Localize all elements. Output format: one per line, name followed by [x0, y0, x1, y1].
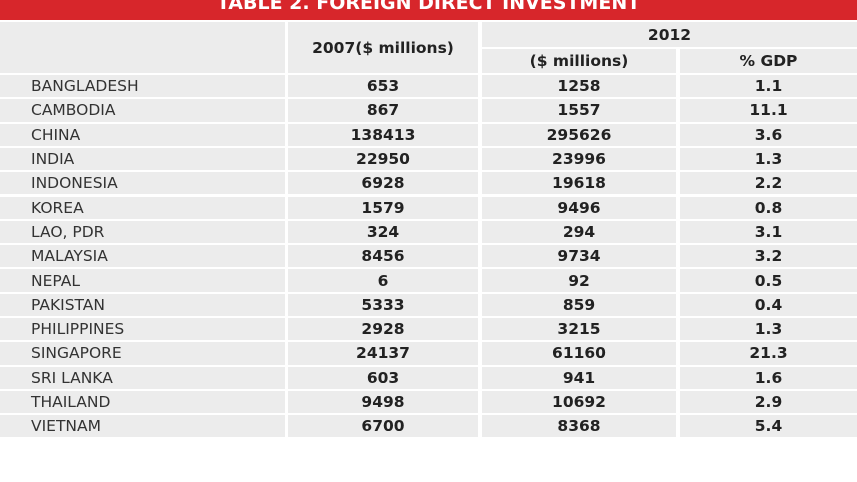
value: 324: [288, 220, 478, 244]
country: THAILAND: [0, 390, 285, 414]
country: CAMBODIA: [0, 99, 285, 122]
country: LAO, PDR: [0, 220, 285, 244]
header-blank: [0, 22, 285, 73]
country: CHINA: [0, 123, 285, 146]
country: PHILIPPINES: [0, 318, 285, 341]
value: 8368: [482, 415, 676, 438]
header-2007: 2007($ millions): [288, 22, 478, 73]
country: SRI LANKA: [0, 366, 285, 389]
value: 24137: [288, 342, 478, 365]
country: KOREA: [0, 196, 285, 219]
value: 1.3: [680, 147, 857, 171]
value: 61160: [482, 342, 676, 365]
value: 294: [482, 220, 676, 244]
value: 859: [482, 293, 676, 316]
value: 5333: [288, 293, 478, 316]
value: 6928: [288, 172, 478, 195]
value: 2.9: [680, 390, 857, 414]
country: NEPAL: [0, 269, 285, 292]
value: 1579: [288, 196, 478, 219]
title-bar: TABLE 2. FOREIGN DIRECT INVESTMENT: [0, 0, 857, 20]
value: 9496: [482, 196, 676, 219]
country: INDONESIA: [0, 172, 285, 195]
value: 867: [288, 99, 478, 122]
value: 1557: [482, 99, 676, 122]
value: 10692: [482, 390, 676, 414]
value: 8456: [288, 245, 478, 268]
value: 21.3: [680, 342, 857, 365]
value: 6: [288, 269, 478, 292]
value: 6700: [288, 415, 478, 438]
value: 2928: [288, 318, 478, 341]
value: 0.5: [680, 269, 857, 292]
value: 2.2: [680, 172, 857, 195]
country: PAKISTAN: [0, 293, 285, 316]
value: 138413: [288, 123, 478, 146]
value: 1.6: [680, 366, 857, 389]
value: 1.1: [680, 75, 857, 98]
country: SINGAPORE: [0, 342, 285, 365]
value: 653: [288, 75, 478, 98]
value: 11.1: [680, 99, 857, 122]
header-2012-millions: ($ millions): [482, 49, 676, 73]
value: 9734: [482, 245, 676, 268]
value: 1258: [482, 75, 676, 98]
value: 3.1: [680, 220, 857, 244]
header-gdp: % GDP: [680, 49, 857, 73]
value: 22950: [288, 147, 478, 171]
country: INDIA: [0, 147, 285, 171]
country: VIETNAM: [0, 415, 285, 438]
country: MALAYSIA: [0, 245, 285, 268]
value: 3.2: [680, 245, 857, 268]
value: 295626: [482, 123, 676, 146]
value: 9498: [288, 390, 478, 414]
value: 23996: [482, 147, 676, 171]
country: BANGLADESH: [0, 75, 285, 98]
header-2012: 2012: [482, 22, 857, 47]
value: 3.6: [680, 123, 857, 146]
value: 19618: [482, 172, 676, 195]
value: 5.4: [680, 415, 857, 438]
value: 603: [288, 366, 478, 389]
value: 941: [482, 366, 676, 389]
value: 0.4: [680, 293, 857, 316]
table-title: TABLE 2. FOREIGN DIRECT INVESTMENT: [216, 0, 641, 14]
value: 92: [482, 269, 676, 292]
value: 1.3: [680, 318, 857, 341]
value: 0.8: [680, 196, 857, 219]
value: 3215: [482, 318, 676, 341]
